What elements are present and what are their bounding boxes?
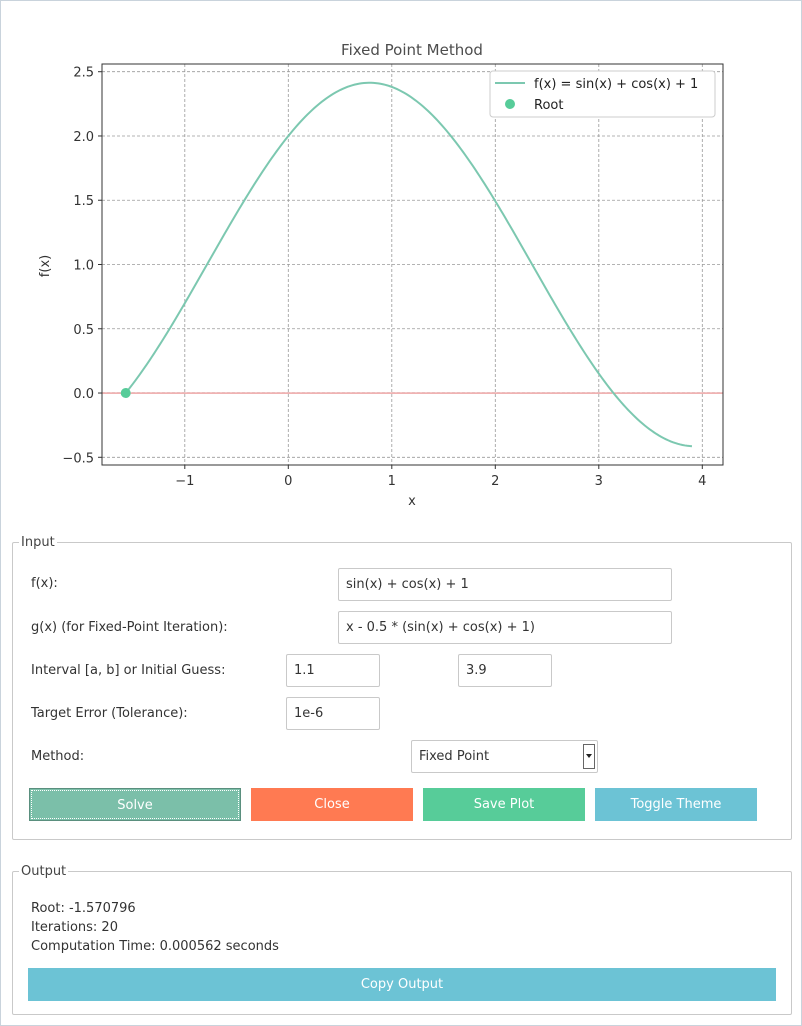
plot-canvas: Fixed Point Method −1 0 1 2 3 4 −0.5 0.0 0.5 1.0 1… — [38, 41, 724, 509]
y-tick-label: 0.0 — [73, 387, 94, 402]
y-tick-label: −0.5 — [62, 451, 94, 466]
tick-marks: −1 0 1 2 3 4 −0.5 0.0 0.5 1.0 1.5 2.0 2.5 — [62, 66, 706, 489]
series-line-fx — [124, 81, 693, 448]
toggle-theme-button[interactable]: Toggle Theme — [595, 788, 757, 821]
x-tick-label: 2 — [491, 474, 499, 489]
legend-root-marker — [505, 99, 515, 109]
legend-entry-root: Root — [534, 98, 563, 113]
interval-b-input[interactable] — [458, 654, 552, 687]
x-tick-label: 0 — [284, 474, 292, 489]
root-point — [120, 388, 131, 399]
tolerance-input[interactable] — [286, 697, 380, 730]
legend-entry-fx: f(x) = sin(x) + cos(x) + 1 — [534, 77, 698, 92]
x-tick-label: −1 — [175, 474, 194, 489]
legend: f(x) = sin(x) + cos(x) + 1 Root — [489, 70, 716, 118]
x-axis-label: x — [408, 494, 416, 509]
y-axis-label: f(x) — [38, 255, 53, 277]
solve-button[interactable]: Solve — [29, 788, 241, 821]
input-group: Input f(x): g(x) (for Fixed-Point Iterat… — [12, 535, 792, 840]
y-tick-label: 2.0 — [73, 130, 94, 145]
save-plot-button[interactable]: Save Plot — [423, 788, 585, 821]
grid-lines — [102, 64, 723, 465]
root-result-text: Root: -1.570796 — [31, 901, 136, 916]
interval-label: Interval [a, b] or Initial Guess: — [31, 663, 226, 678]
y-tick-label: 2.5 — [73, 66, 94, 81]
computation-time-text: Computation Time: 0.000562 seconds — [31, 939, 279, 954]
iterations-result-text: Iterations: 20 — [31, 920, 118, 935]
y-tick-label: 0.5 — [73, 323, 94, 338]
tolerance-label: Target Error (Tolerance): — [31, 706, 188, 721]
chevron-down-icon[interactable] — [583, 744, 595, 769]
method-select-value: Fixed Point — [419, 749, 490, 764]
y-tick-label: 1.0 — [73, 259, 94, 274]
copy-output-button[interactable]: Copy Output — [28, 968, 776, 1001]
chart-title: Fixed Point Method — [341, 41, 483, 59]
gx-input[interactable] — [338, 611, 672, 644]
y-tick-label: 1.5 — [73, 194, 94, 209]
gx-label: g(x) (for Fixed-Point Iteration): — [31, 620, 228, 635]
output-group-title: Output — [19, 864, 69, 879]
close-button[interactable]: Close — [251, 788, 413, 821]
method-select[interactable]: Fixed Point — [411, 740, 598, 773]
x-tick-label: 3 — [595, 474, 603, 489]
fx-input[interactable] — [338, 568, 672, 601]
x-tick-label: 4 — [698, 474, 706, 489]
fx-label: f(x): — [31, 576, 58, 591]
x-tick-label: 1 — [388, 474, 396, 489]
method-label: Method: — [31, 749, 85, 764]
output-group: Output Root: -1.570796 Iterations: 20 Co… — [12, 864, 792, 1015]
interval-a-input[interactable] — [286, 654, 380, 687]
input-group-title: Input — [19, 535, 57, 550]
